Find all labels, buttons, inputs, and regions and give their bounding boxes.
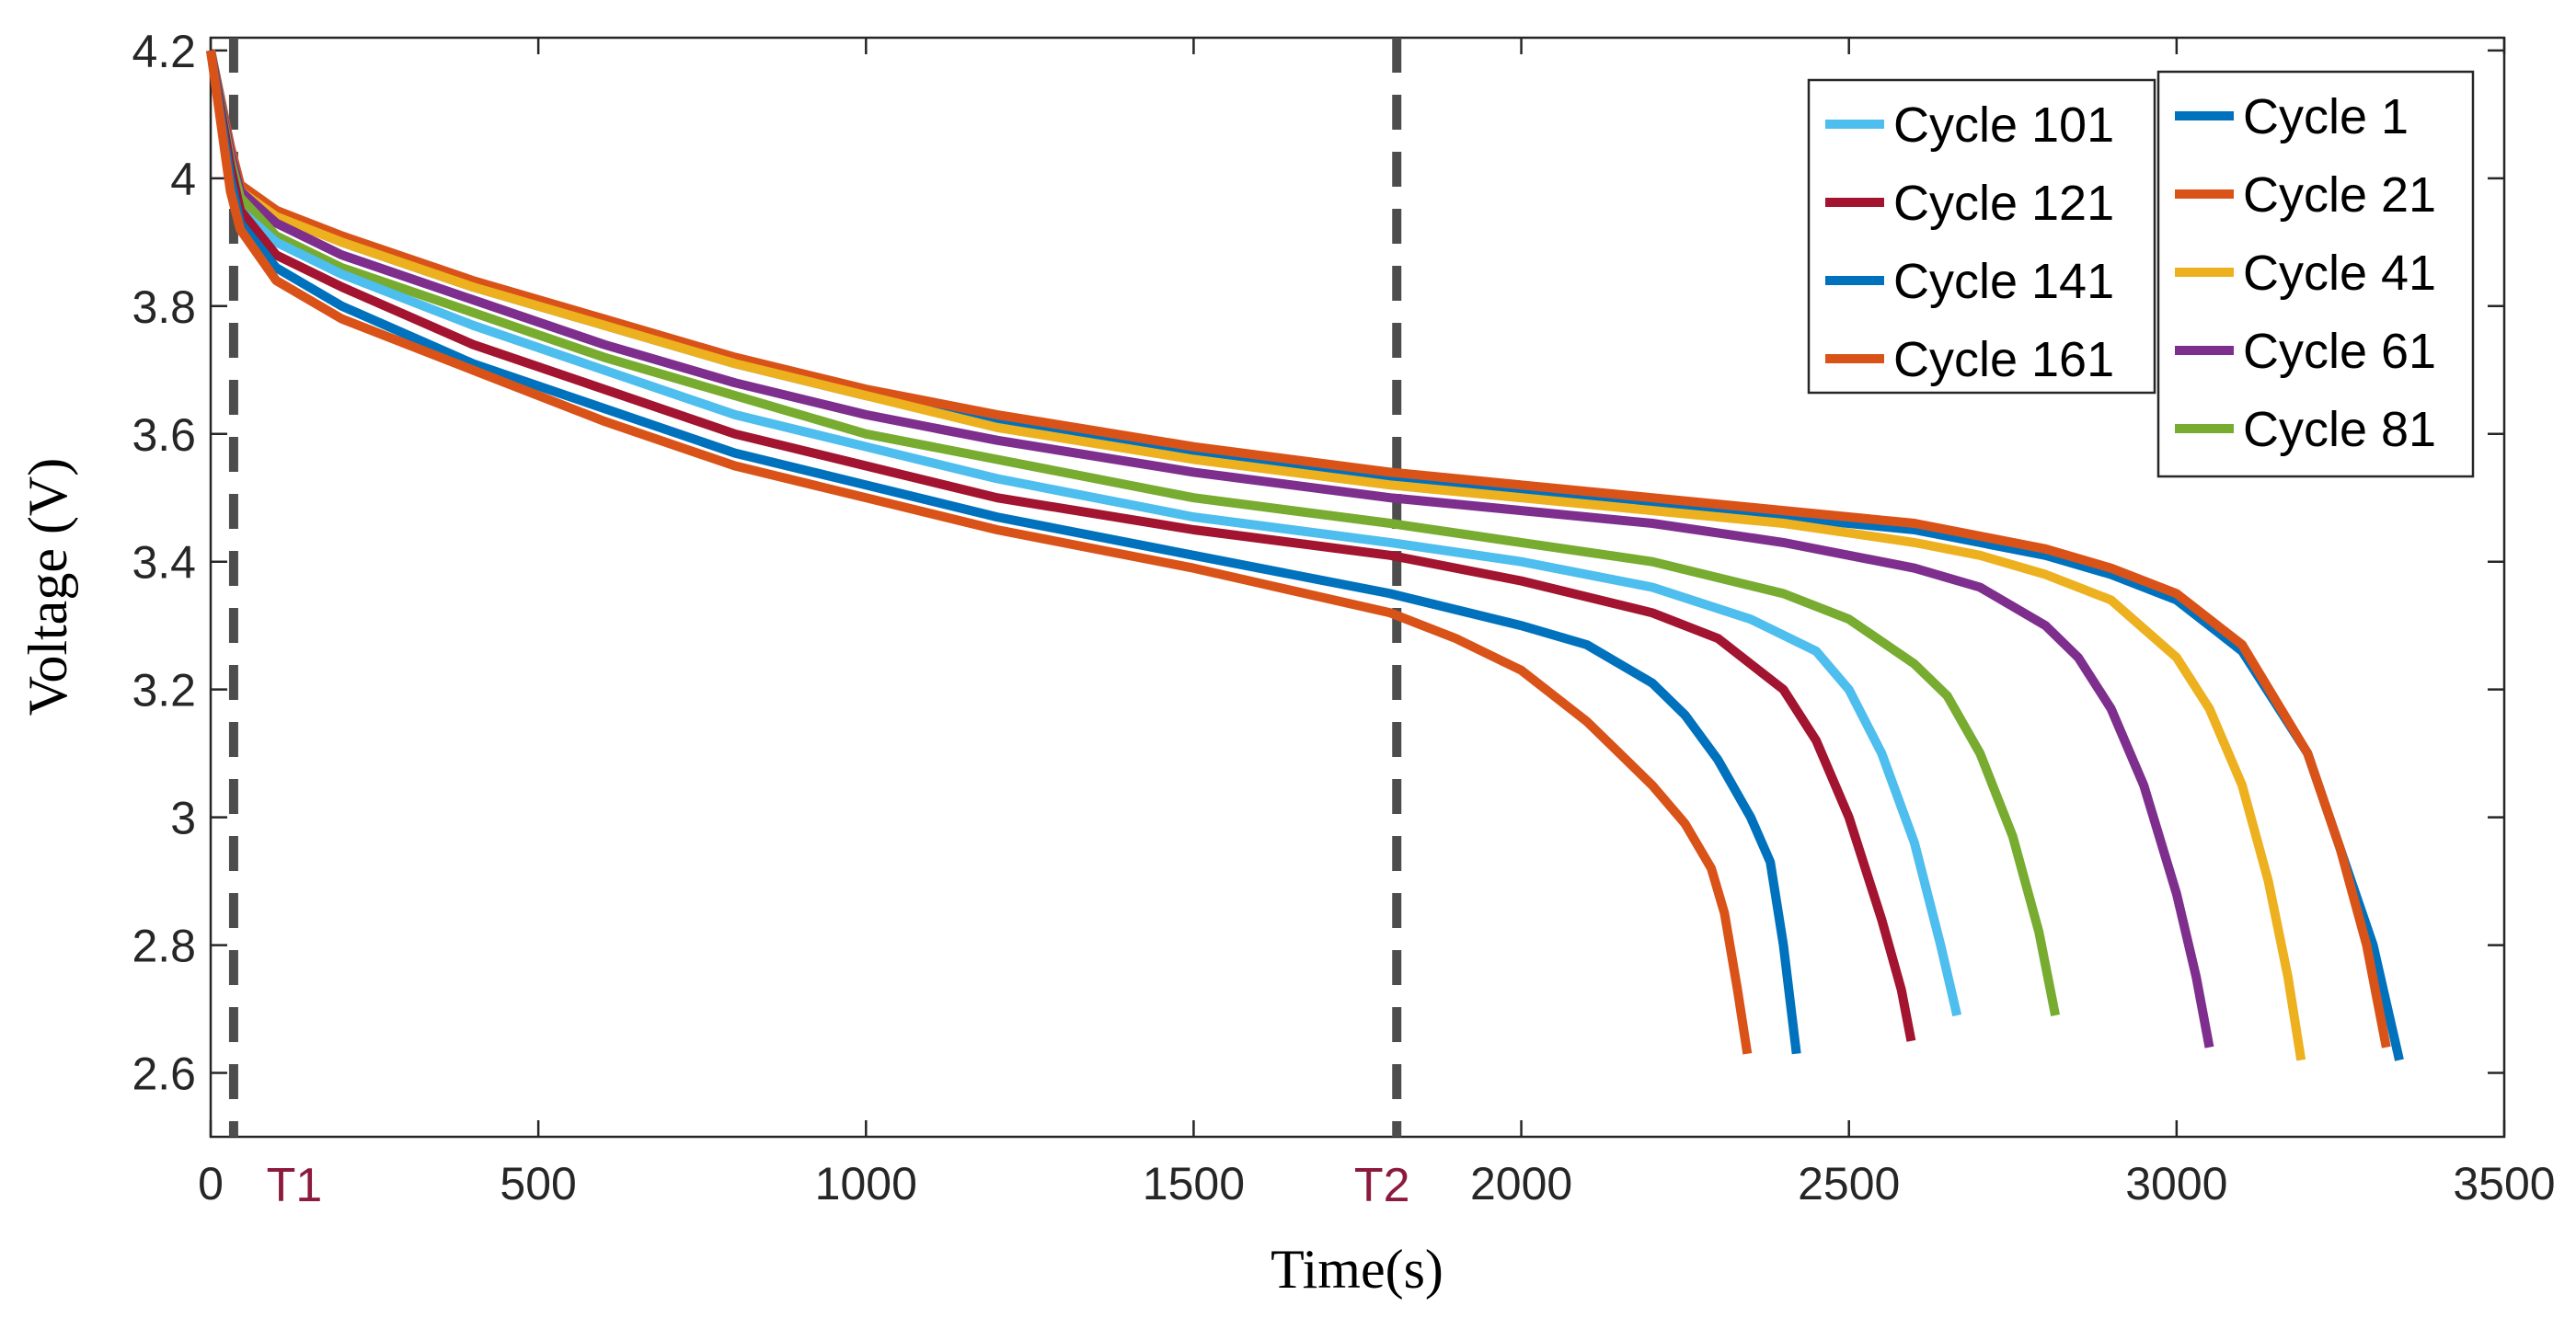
x-tick-label: 0 (198, 1158, 224, 1209)
series-line-cycle-61 (206, 49, 2214, 1049)
series-line-cycle-101 (206, 50, 1962, 1017)
y-tick-label: 2.8 (132, 921, 196, 972)
legend-label: Cycle 1 (2243, 89, 2409, 144)
series-line-cycle-21 (206, 49, 2391, 1049)
legend-group: Cycle 101 Cycle 121 Cycle 141 Cycle 161 Cycl… (1807, 70, 2475, 478)
series-line-cycle-41 (206, 49, 2306, 1061)
x-tick-label: 2500 (1798, 1158, 1900, 1209)
series-line-cycle-161 (206, 50, 1753, 1055)
marker-label-t2: T2 (1354, 1159, 1410, 1212)
y-tick-label: 3.8 (132, 281, 196, 333)
y-tick-label: 2.6 (132, 1049, 196, 1100)
series-line-cycle-121 (206, 50, 1916, 1042)
series-group (206, 49, 2404, 1061)
y-tick-label: 4 (170, 154, 196, 205)
x-tick-label: 1000 (815, 1158, 917, 1209)
legend-label: Cycle 141 (1893, 254, 2114, 309)
legend-label: Cycle 121 (1893, 176, 2114, 231)
y-tick-label: 3.4 (132, 537, 196, 589)
legend-label: Cycle 161 (1893, 332, 2114, 387)
y-tick-label: 4.2 (132, 26, 196, 77)
x-tick-label: 500 (500, 1158, 576, 1209)
y-tick-label: 3 (170, 793, 196, 844)
x-axis-label: Time(s) (1271, 1239, 1443, 1300)
legend-box-left (1807, 78, 2156, 395)
series-line-cycle-141 (206, 50, 1801, 1055)
y-tick-label: 3.2 (132, 665, 196, 716)
y-axis-label: Voltage (V) (17, 458, 78, 716)
legend-label: Cycle 81 (2243, 402, 2436, 457)
legend-label: Cycle 21 (2243, 167, 2436, 223)
marker-label-t1: T1 (267, 1159, 323, 1212)
x-tick-label: 3000 (2125, 1158, 2227, 1209)
legend-label: Cycle 61 (2243, 324, 2436, 379)
y-tick-label: 3.6 (132, 409, 196, 461)
axes-group: 0 500 1000 1500 2000 2500 3000 3500 2.6 2.8 3 3.2 3.… (132, 26, 2555, 1209)
x-tick-label: 2000 (1470, 1158, 1572, 1209)
x-tick-label: 3500 (2453, 1158, 2555, 1209)
legend-label: Cycle 41 (2243, 246, 2436, 301)
legend-label: Cycle 101 (1893, 97, 2114, 153)
series-line-cycle-81 (206, 50, 2061, 1016)
x-tick-label: 1500 (1143, 1158, 1245, 1209)
